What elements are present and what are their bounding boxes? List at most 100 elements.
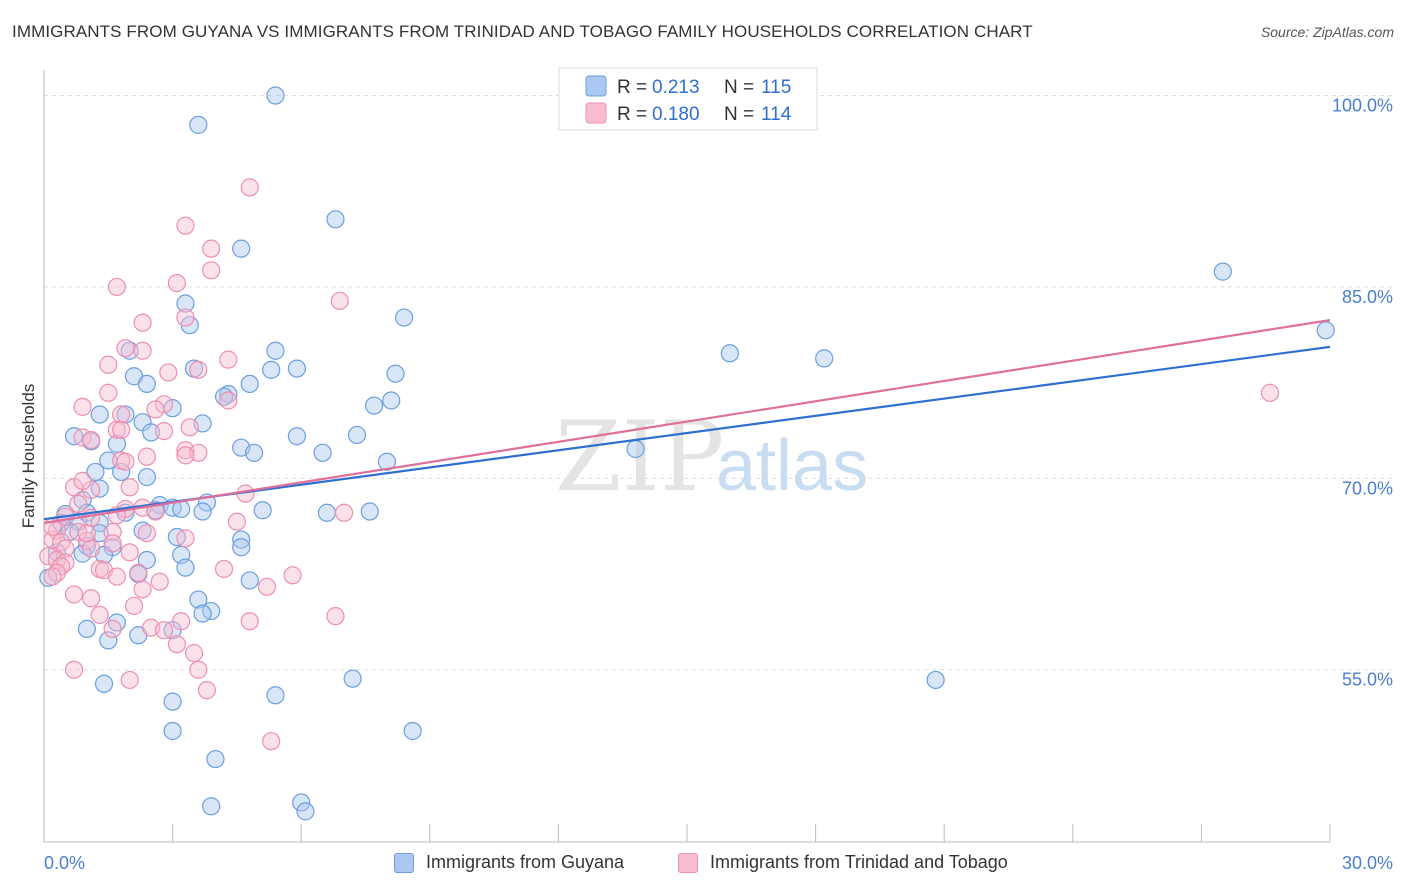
legend-item-trinidad: Immigrants from Trinidad and Tobago <box>678 852 1008 873</box>
point-guyana <box>193 604 212 623</box>
point-trinidad <box>103 534 122 553</box>
point-guyana <box>364 396 384 415</box>
legend-r-value-1: 0.213 <box>652 77 700 98</box>
point-trinidad <box>120 670 139 690</box>
point-guyana <box>163 692 182 711</box>
point-trinidad <box>137 524 156 543</box>
legend-r-value-2: 0.180 <box>652 104 700 125</box>
point-trinidad <box>176 308 195 327</box>
y-tick-label: 55.0% <box>1342 670 1393 690</box>
point-trinidad <box>124 596 144 616</box>
point-guyana <box>206 749 225 769</box>
point-trinidad <box>214 559 234 579</box>
point-guyana <box>287 359 307 378</box>
point-trinidad <box>334 503 354 522</box>
y-axis-label: Family Households <box>19 384 38 529</box>
legend-box: R = 0.213 N = 115 R = 0.180 N = 114 <box>558 67 818 131</box>
point-trinidad <box>180 418 199 437</box>
point-guyana <box>232 538 251 557</box>
point-trinidad <box>326 607 345 626</box>
point-guyana <box>77 619 96 639</box>
point-trinidad <box>154 395 174 414</box>
y-tick-labels: 55.0% 70.0% 85.0% 100.0% <box>1332 96 1393 690</box>
point-guyana <box>266 341 285 360</box>
point-guyana <box>815 349 834 368</box>
point-trinidad <box>82 589 101 608</box>
legend-n-label-1: N = <box>724 77 754 98</box>
point-guyana <box>193 502 212 521</box>
point-guyana <box>176 558 195 577</box>
point-trinidad <box>133 580 152 599</box>
point-trinidad <box>116 452 135 471</box>
x-tick-label-max: 30.0% <box>1342 853 1393 873</box>
y-tick-label: 100.0% <box>1332 96 1393 116</box>
legend-label-guyana: Immigrants from Guyana <box>426 852 625 872</box>
point-guyana <box>189 115 208 134</box>
point-trinidad <box>167 635 186 654</box>
legend-n-label-2: N = <box>724 104 754 125</box>
point-guyana <box>317 503 337 522</box>
point-trinidad <box>172 612 191 631</box>
point-guyana <box>240 571 259 590</box>
point-trinidad <box>219 350 238 369</box>
point-guyana <box>232 530 251 549</box>
point-trinidad <box>82 430 101 450</box>
point-trinidad <box>73 471 92 490</box>
point-guyana <box>253 501 272 520</box>
point-trinidad <box>120 478 139 497</box>
point-trinidad <box>77 524 96 543</box>
point-guyana <box>90 405 109 424</box>
point-guyana <box>326 210 345 229</box>
point-trinidad <box>73 397 92 416</box>
point-guyana <box>176 294 195 313</box>
point-guyana <box>137 467 156 487</box>
point-trinidad <box>133 341 152 360</box>
point-trinidad <box>330 291 349 311</box>
point-trinidad <box>107 567 126 586</box>
point-trinidad <box>1260 383 1280 402</box>
point-guyana <box>1213 262 1232 281</box>
point-trinidad <box>176 446 195 465</box>
bottom-legend: Immigrants from Guyana Immigrants from T… <box>0 852 1406 876</box>
point-trinidad <box>99 355 118 374</box>
point-trinidad <box>137 447 156 466</box>
legend-label-trinidad: Immigrants from Trinidad and Tobago <box>710 852 1008 872</box>
point-trinidad <box>112 405 131 424</box>
point-trinidad <box>103 619 122 639</box>
point-trinidad <box>90 605 109 624</box>
point-guyana <box>266 86 285 105</box>
point-guyana <box>377 452 397 471</box>
point-trinidad <box>283 566 302 585</box>
point-trinidad <box>64 660 84 679</box>
point-guyana <box>99 631 118 650</box>
trend-lines <box>43 319 1331 525</box>
point-guyana <box>107 434 126 453</box>
point-trinidad <box>257 577 277 596</box>
point-trinidad <box>240 178 259 197</box>
point-guyana <box>266 686 285 705</box>
point-trinidad <box>154 422 174 441</box>
trend-line-trinidad <box>43 319 1331 525</box>
point-trinidad <box>184 644 204 663</box>
point-guyana <box>626 439 645 459</box>
chart-title: IMMIGRANTS FROM GUYANA VS IMMIGRANTS FRO… <box>12 22 1033 41</box>
point-trinidad <box>43 567 62 586</box>
point-trinidad <box>69 494 88 513</box>
point-guyana <box>86 462 105 482</box>
point-guyana <box>137 550 156 570</box>
trend-line-guyana <box>43 345 1331 521</box>
point-guyana <box>360 502 379 521</box>
point-trinidad <box>159 363 178 382</box>
point-trinidad <box>202 239 221 258</box>
point-guyana <box>1316 321 1335 340</box>
point-trinidad <box>64 585 84 604</box>
point-guyana <box>347 425 367 445</box>
legend-item-guyana: Immigrants from Guyana <box>394 852 624 873</box>
point-guyana <box>189 590 208 609</box>
point-guyana <box>94 674 114 693</box>
point-trinidad <box>146 502 165 521</box>
point-guyana <box>137 374 156 394</box>
point-trinidad <box>202 261 221 280</box>
point-guyana <box>313 443 332 462</box>
